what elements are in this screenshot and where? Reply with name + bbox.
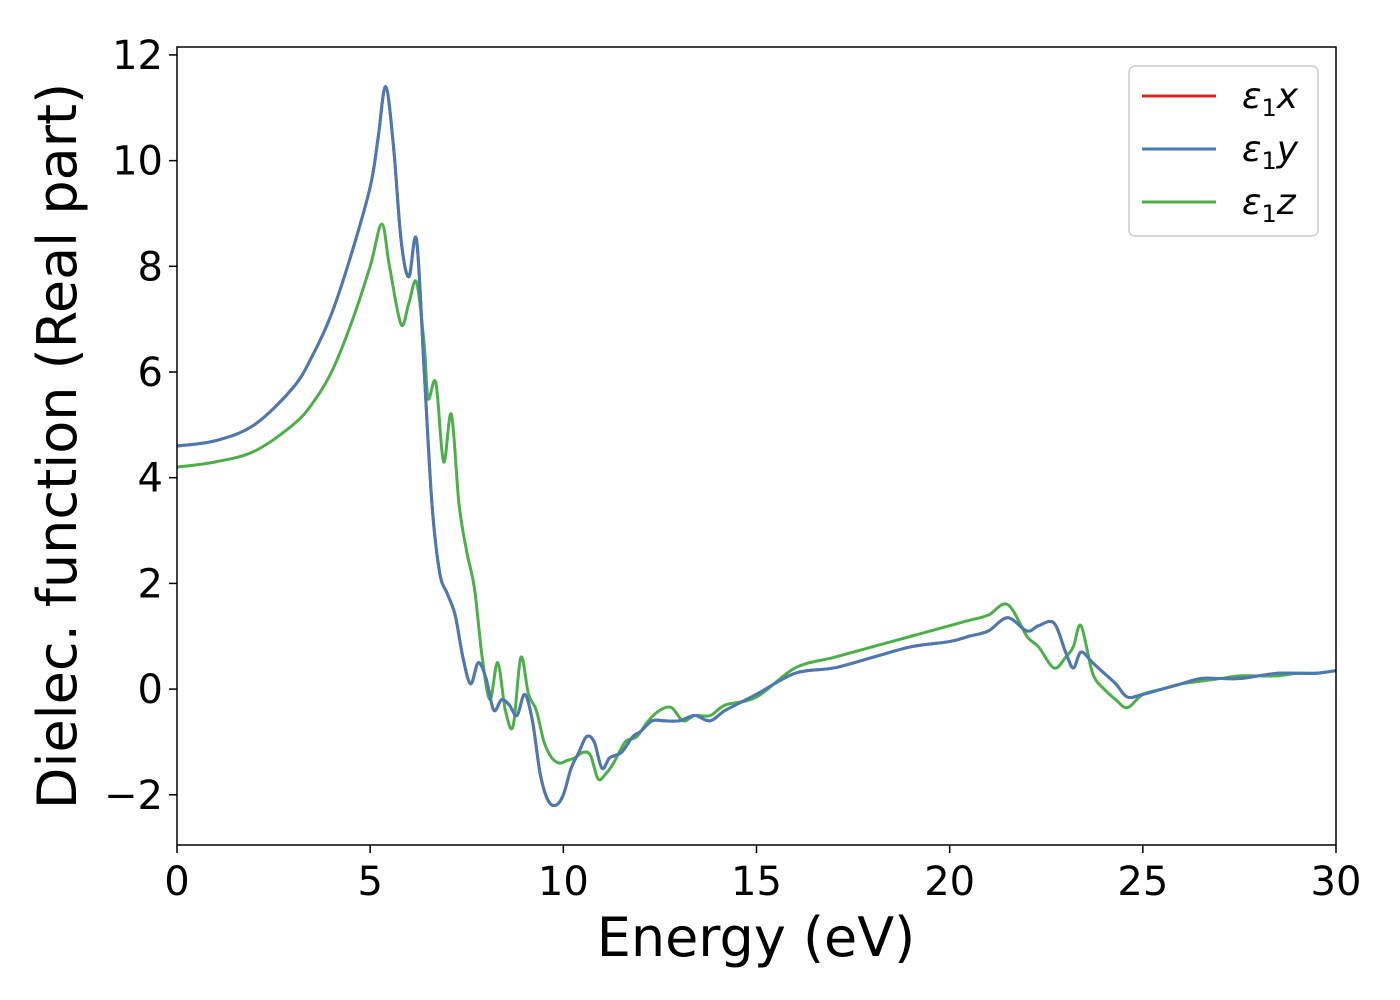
series-line-y	[177, 85, 1336, 808]
y-tick-label: −2	[104, 773, 163, 819]
x-tick-label: 20	[924, 859, 975, 905]
y-tick-label: 4	[138, 456, 163, 502]
y-tick-label: 6	[138, 350, 163, 396]
x-tick-label: 0	[164, 859, 189, 905]
legend-label: ε1x	[1242, 76, 1299, 122]
x-tick-label: 15	[731, 859, 782, 905]
legend-label: ε1z	[1242, 182, 1297, 228]
y-tick-label: 8	[138, 244, 163, 290]
legend-label: ε1y	[1242, 129, 1299, 175]
legend-item-z: ε1z	[1142, 182, 1297, 228]
x-tick-label: 30	[1311, 859, 1362, 905]
legend-box	[1128, 65, 1319, 237]
y-tick-label: 12	[112, 33, 163, 79]
y-axis: −2 0 2 4 6 8 10 12	[104, 33, 177, 819]
legend-item-x: ε1x	[1142, 76, 1299, 122]
y-tick-label: 0	[138, 667, 163, 713]
x-axis-label: Energy (eV)	[597, 906, 916, 969]
series-layer	[177, 85, 1336, 808]
y-tick-label: 2	[138, 561, 163, 607]
x-tick-label: 25	[1117, 859, 1168, 905]
legend: ε1x ε1y ε1z	[1128, 65, 1319, 237]
legend-item-y: ε1y	[1142, 129, 1299, 175]
x-tick-label: 10	[538, 859, 589, 905]
x-axis: 0 5 10 15 20 25 30	[164, 845, 1361, 905]
y-tick-label: 10	[112, 139, 163, 185]
x-tick-label: 5	[357, 859, 382, 905]
y-axis-label: Dielec. function (Real part)	[26, 83, 89, 809]
